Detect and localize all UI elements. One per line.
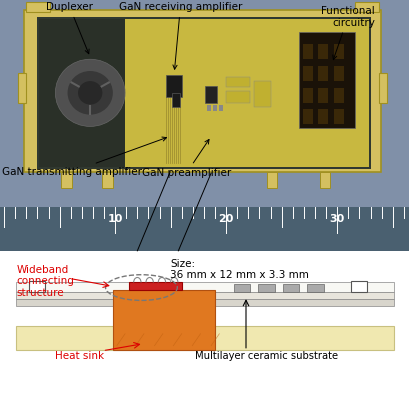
Bar — [61, 172, 72, 188]
Bar — [307, 284, 323, 292]
Bar — [18, 73, 26, 103]
Bar — [225, 77, 249, 87]
Bar — [213, 105, 217, 111]
Bar — [282, 284, 299, 292]
Bar — [29, 281, 45, 292]
Bar — [0, 207, 409, 251]
Bar — [258, 284, 274, 292]
Bar — [39, 19, 125, 167]
Bar — [333, 44, 343, 59]
Bar — [333, 66, 343, 81]
Bar — [112, 290, 215, 350]
Text: Functional
circuitry: Functional circuitry — [321, 6, 374, 60]
Text: Wideband
connecting
structure: Wideband connecting structure — [16, 265, 74, 298]
Bar — [102, 172, 112, 188]
Bar — [207, 105, 211, 111]
Circle shape — [78, 81, 102, 105]
Bar — [378, 73, 387, 103]
Bar — [24, 10, 380, 172]
Bar — [129, 282, 182, 290]
Bar — [219, 105, 223, 111]
Bar — [354, 2, 378, 12]
Text: Heat sink: Heat sink — [55, 351, 104, 361]
Circle shape — [67, 71, 112, 115]
Bar — [317, 88, 328, 103]
Bar — [16, 299, 393, 306]
Bar — [0, 259, 409, 395]
Bar — [0, 0, 409, 251]
Bar — [16, 292, 393, 299]
Bar — [302, 109, 312, 124]
Bar — [16, 326, 393, 350]
Text: 10: 10 — [107, 214, 123, 224]
Bar — [317, 66, 328, 81]
Bar — [166, 75, 182, 97]
Bar — [302, 88, 312, 103]
Text: GaN transmitting amplifier: GaN transmitting amplifier — [2, 137, 166, 177]
Bar — [302, 44, 312, 59]
Bar — [266, 172, 276, 188]
Circle shape — [55, 59, 125, 126]
Bar — [39, 19, 368, 167]
Bar — [302, 66, 312, 81]
Bar — [319, 172, 329, 188]
Bar — [333, 109, 343, 124]
Bar — [350, 281, 366, 292]
Bar — [333, 88, 343, 103]
Text: 20: 20 — [218, 214, 233, 224]
Bar — [233, 284, 249, 292]
Bar — [37, 17, 370, 169]
Bar — [225, 91, 249, 103]
Text: 30: 30 — [329, 214, 344, 224]
Bar — [299, 32, 354, 128]
Bar — [317, 44, 328, 59]
Bar — [16, 282, 393, 292]
Text: GaN preamplifier: GaN preamplifier — [142, 139, 231, 178]
Bar — [317, 109, 328, 124]
Bar — [26, 2, 50, 12]
Text: Duplexer: Duplexer — [46, 2, 93, 54]
Bar — [254, 81, 270, 107]
Text: Size:
36 mm x 12 mm x 3.3 mm: Size: 36 mm x 12 mm x 3.3 mm — [170, 259, 308, 280]
Bar — [204, 86, 217, 103]
Text: GaN receiving amplifier: GaN receiving amplifier — [119, 2, 241, 69]
Bar — [172, 93, 179, 107]
Text: Multilayer ceramic substrate: Multilayer ceramic substrate — [194, 351, 337, 361]
